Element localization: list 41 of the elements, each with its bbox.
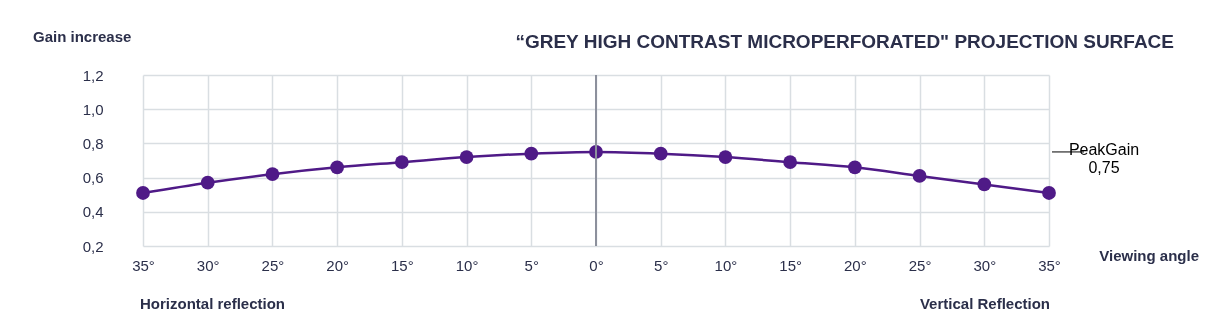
x-tick-label: 25° <box>261 256 285 274</box>
x-tick-label: 35° <box>1038 256 1061 274</box>
y-tick-label: 1,0 <box>82 100 104 118</box>
point <box>200 175 215 190</box>
y-axis-title: Gain increase <box>33 28 132 45</box>
point <box>265 167 280 182</box>
x-tick-label: 0° <box>589 256 604 274</box>
point <box>1042 186 1056 200</box>
text: PeakGain 0,75 <box>1068 140 1140 176</box>
x-tick-label: 20° <box>326 256 349 274</box>
point <box>524 146 539 161</box>
x-tick-label: 10° <box>455 256 479 274</box>
x-tick-label: 25° <box>908 256 932 274</box>
point <box>718 150 733 164</box>
text: Vertical Reflection <box>919 295 1050 312</box>
point <box>136 186 150 200</box>
point <box>977 177 992 192</box>
x-tick-label: 20° <box>844 256 867 274</box>
point <box>912 169 927 183</box>
point <box>783 155 798 170</box>
y-tick-label: 0,6 <box>82 169 104 187</box>
x-tick-label: 30° <box>196 256 220 274</box>
y-tick-label: 1,2 <box>82 66 104 84</box>
x-tick-label: 15° <box>391 256 414 274</box>
point <box>459 150 474 164</box>
y-tick-label: 0,2 <box>82 237 104 255</box>
x-tick-label: 30° <box>973 256 997 274</box>
x-axis-title: Viewing angle <box>1099 247 1199 264</box>
text: Horizontal reflection <box>140 295 286 312</box>
point <box>394 155 409 170</box>
y-tick-label: 0,8 <box>82 134 104 152</box>
y-tick-label: 0,4 <box>82 203 104 221</box>
x-tick-label: 5° <box>654 256 669 274</box>
x-tick-label: 35° <box>132 256 155 274</box>
point <box>330 160 345 175</box>
x-tick-label: 15° <box>779 256 802 274</box>
x-tick-label: 10° <box>714 256 738 274</box>
chart-title: “GREY HIGH CONTRAST MICROPERFORATED" PROJECTION SURFACE <box>515 31 1174 52</box>
point <box>653 146 668 161</box>
x-tick-label: 5° <box>524 256 539 274</box>
point <box>847 160 862 175</box>
